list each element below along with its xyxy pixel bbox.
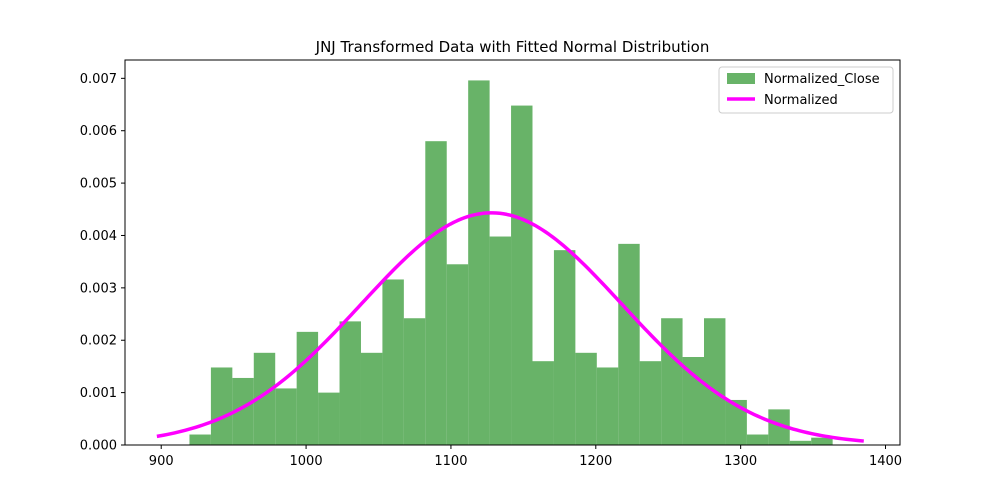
x-tick-label: 900 — [149, 454, 174, 469]
legend-box — [718, 66, 894, 114]
histogram-bar — [232, 377, 254, 445]
y-tick-label: 0.001 — [80, 386, 117, 401]
histogram-bar — [296, 331, 319, 445]
histogram-bar — [403, 318, 426, 445]
histogram-bar — [618, 243, 640, 445]
histogram-bar — [746, 434, 769, 445]
legend: Normalized_Close Normalized — [718, 66, 894, 114]
y-tick-label: 0.003 — [80, 281, 117, 296]
histogram-bar — [425, 141, 447, 445]
histogram-bar — [253, 352, 276, 445]
x-tick-label: 1300 — [724, 454, 757, 469]
histogram-bar — [189, 434, 211, 445]
normal-curve-layer — [156, 211, 864, 443]
histogram-bar — [511, 105, 533, 446]
y-tick-label: 0.004 — [80, 229, 117, 244]
histogram-bar — [489, 236, 512, 445]
histogram-bar — [446, 264, 469, 445]
histogram-bar — [275, 388, 297, 445]
histogram-bar — [339, 321, 361, 445]
x-tick-label: 1400 — [869, 454, 902, 469]
legend-swatch-histogram — [727, 73, 755, 84]
x-tick-label: 1100 — [434, 454, 467, 469]
legend-label-curve: Normalized — [764, 93, 838, 108]
normal-curve-line — [156, 211, 864, 443]
histogram-bar — [553, 250, 576, 445]
histogram-bar — [360, 352, 383, 445]
histogram-bar — [596, 367, 619, 445]
histogram-bar — [532, 361, 554, 445]
histogram-bar — [382, 279, 404, 445]
y-tick-label: 0.000 — [80, 439, 117, 454]
y-tick-label: 0.005 — [80, 177, 117, 192]
histogram-bar — [704, 318, 726, 445]
histogram-bars — [189, 80, 833, 446]
chart-title: JNJ Transformed Data with Fitted Normal … — [315, 38, 710, 56]
histogram-bar — [639, 361, 662, 445]
histogram-bar — [575, 352, 597, 445]
histogram-bar — [210, 367, 233, 445]
axes: 900 1000 1100 1200 1300 1400 0.000 0.001 0.002 0.… — [80, 59, 902, 469]
histogram-bar — [661, 318, 683, 445]
histogram-bar — [768, 409, 790, 445]
histogram-bar — [468, 80, 490, 445]
y-tick-label: 0.002 — [80, 334, 117, 349]
legend-label-histogram: Normalized_Close — [764, 72, 880, 87]
histogram-bar — [318, 392, 340, 445]
histogram-bar — [789, 440, 812, 445]
plot-frame — [124, 59, 901, 446]
x-tick-label: 1000 — [290, 454, 323, 469]
histogram-bar — [811, 437, 833, 445]
x-tick-label: 1200 — [579, 454, 612, 469]
y-tick-label: 0.007 — [80, 72, 117, 87]
histogram-bar — [725, 399, 747, 445]
y-tick-label: 0.006 — [80, 124, 117, 139]
